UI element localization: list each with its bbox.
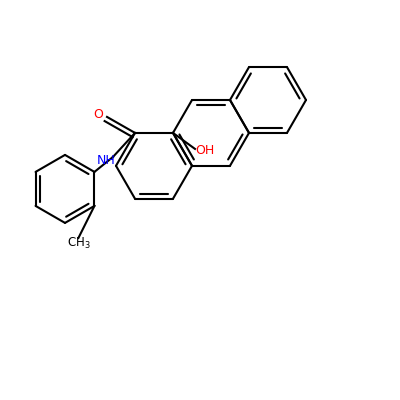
Text: NH: NH (96, 154, 115, 168)
Text: O: O (93, 108, 103, 122)
Text: CH$_3$: CH$_3$ (66, 236, 90, 252)
Text: OH: OH (195, 144, 215, 158)
